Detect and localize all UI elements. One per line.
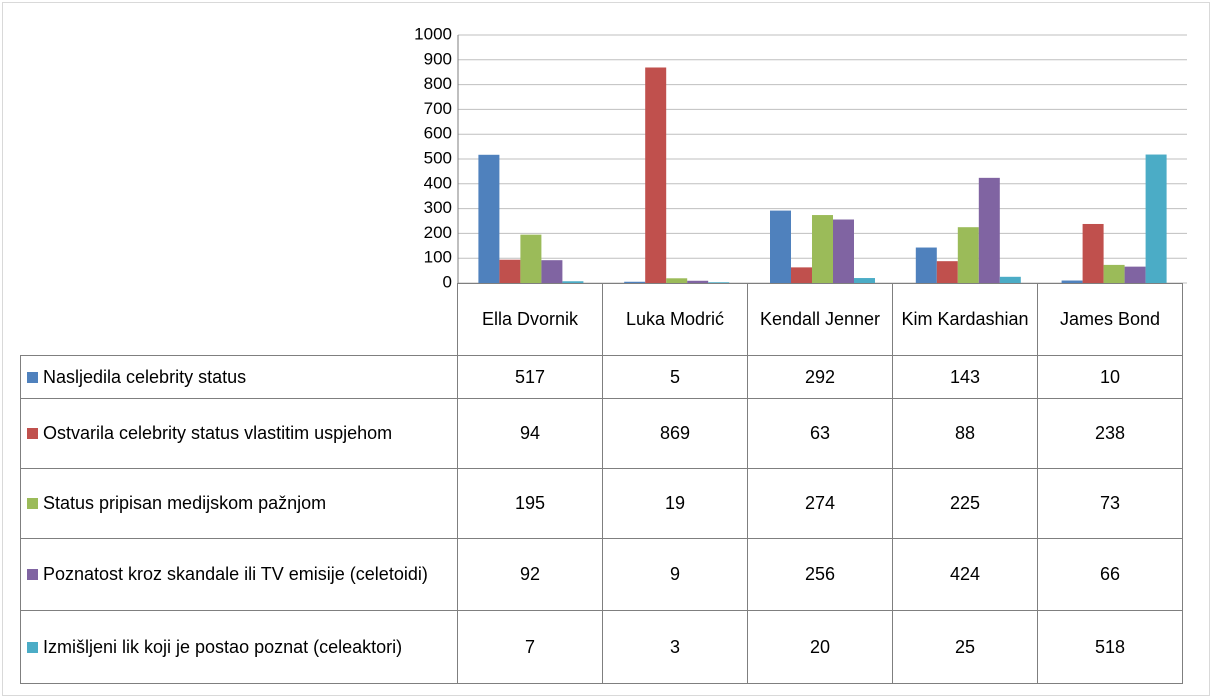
y-tick-label: 0 bbox=[443, 272, 452, 291]
y-tick-label: 200 bbox=[424, 223, 452, 242]
legend-key bbox=[27, 569, 38, 580]
y-tick-label: 600 bbox=[424, 124, 452, 143]
series-row: Ostvarila celebrity status vlastitim usp… bbox=[20, 398, 1183, 469]
category-label: Kim Kardashian bbox=[892, 283, 1038, 356]
bar bbox=[666, 278, 688, 283]
value-cell: 292 bbox=[747, 355, 893, 399]
legend-key bbox=[27, 428, 38, 439]
category-label: Kendall Jenner bbox=[747, 283, 893, 356]
bar bbox=[812, 215, 833, 283]
value-cell: 20 bbox=[747, 610, 893, 684]
series-cell: Status pripisan medijskom pažnjom bbox=[20, 468, 458, 539]
value-cell: 25 bbox=[892, 610, 1038, 684]
value-cell: 19 bbox=[602, 468, 748, 539]
y-tick-label: 1000 bbox=[414, 24, 452, 43]
value-cell: 66 bbox=[1037, 538, 1183, 611]
bar bbox=[833, 219, 854, 283]
bar bbox=[936, 261, 958, 283]
value-cell: 424 bbox=[892, 538, 1038, 611]
bar bbox=[562, 281, 584, 283]
header-row: Ella Dvornik Luka Modrić Kendall Jenner Kim… bbox=[20, 283, 1183, 356]
value-cell: 238 bbox=[1037, 398, 1183, 469]
value-cell: 9 bbox=[602, 538, 748, 611]
category-label: Ella Dvornik bbox=[457, 283, 603, 356]
legend-label: Ostvarila celebrity status vlastitim usp… bbox=[43, 423, 393, 443]
bar bbox=[541, 260, 563, 283]
value-cell: 256 bbox=[747, 538, 893, 611]
bar bbox=[520, 234, 542, 283]
bar bbox=[791, 267, 812, 283]
y-tick-label: 900 bbox=[424, 49, 452, 68]
bar bbox=[957, 227, 979, 283]
series-cell: Nasljedila celebrity status bbox=[20, 355, 458, 399]
legend-label: Status pripisan medijskom pažnjom bbox=[43, 493, 327, 513]
y-tick-label: 700 bbox=[424, 99, 452, 118]
bar bbox=[687, 280, 709, 283]
value-cell: 517 bbox=[457, 355, 603, 399]
legend-key bbox=[27, 641, 38, 653]
legend-label: Poznatost kroz skandale ili TV emisije (… bbox=[43, 564, 428, 584]
value-cell: 518 bbox=[1037, 610, 1183, 684]
y-tick-label: 300 bbox=[424, 198, 452, 217]
bar bbox=[1145, 154, 1167, 283]
series-row: Status pripisan medijskom pažnjom 195 19 27… bbox=[20, 468, 1183, 539]
series-row: Nasljedila celebrity status 517 5 292 143 10 bbox=[20, 355, 1183, 399]
value-cell: 225 bbox=[892, 468, 1038, 539]
legend-label: Nasljedila celebrity status bbox=[43, 366, 247, 387]
legend-key bbox=[27, 498, 38, 509]
y-tick-label: 100 bbox=[424, 248, 452, 267]
bar bbox=[478, 154, 500, 283]
value-cell: 94 bbox=[457, 398, 603, 469]
bar bbox=[854, 278, 875, 283]
y-tick-label: 800 bbox=[424, 74, 452, 93]
series-cell: Poznatost kroz skandale ili TV emisije (… bbox=[20, 538, 458, 611]
category-label: James Bond bbox=[1037, 283, 1183, 356]
value-cell: 274 bbox=[747, 468, 893, 539]
bar bbox=[978, 177, 1000, 283]
bar bbox=[1124, 266, 1146, 283]
series-cell: Izmišljeni lik koji je postao poznat (ce… bbox=[20, 610, 458, 684]
series-cell: Ostvarila celebrity status vlastitim usp… bbox=[20, 398, 458, 469]
category-label: Luka Modrić bbox=[602, 283, 748, 356]
series-row: Izmišljeni lik koji je postao poznat (ce… bbox=[20, 610, 1183, 684]
legend-key bbox=[27, 371, 38, 383]
bar bbox=[624, 281, 646, 283]
bar bbox=[915, 247, 937, 283]
bar bbox=[1082, 223, 1104, 283]
value-cell: 7 bbox=[457, 610, 603, 684]
bar bbox=[999, 276, 1021, 283]
value-cell: 3 bbox=[602, 610, 748, 684]
bar bbox=[708, 282, 730, 283]
bar bbox=[645, 67, 667, 283]
y-tick-label: 400 bbox=[424, 173, 452, 192]
series-row: Poznatost kroz skandale ili TV emisije (… bbox=[20, 538, 1183, 611]
value-cell: 869 bbox=[602, 398, 748, 469]
value-cell: 143 bbox=[892, 355, 1038, 399]
bar bbox=[770, 210, 791, 283]
bar bbox=[1103, 264, 1125, 283]
value-cell: 195 bbox=[457, 468, 603, 539]
y-tick-label: 500 bbox=[424, 148, 452, 167]
value-cell: 92 bbox=[457, 538, 603, 611]
value-cell: 10 bbox=[1037, 355, 1183, 399]
value-cell: 88 bbox=[892, 398, 1038, 469]
corner bbox=[20, 283, 458, 356]
bar bbox=[1061, 280, 1083, 283]
legend-label: Izmišljeni lik koji je postao poznat (ce… bbox=[43, 636, 403, 657]
value-cell: 73 bbox=[1037, 468, 1183, 539]
value-cell: 63 bbox=[747, 398, 893, 469]
bar bbox=[499, 259, 521, 283]
data-table: Ella Dvornik Luka Modrić Kendall Jenner Kim… bbox=[20, 283, 1183, 684]
value-cell: 5 bbox=[602, 355, 748, 399]
